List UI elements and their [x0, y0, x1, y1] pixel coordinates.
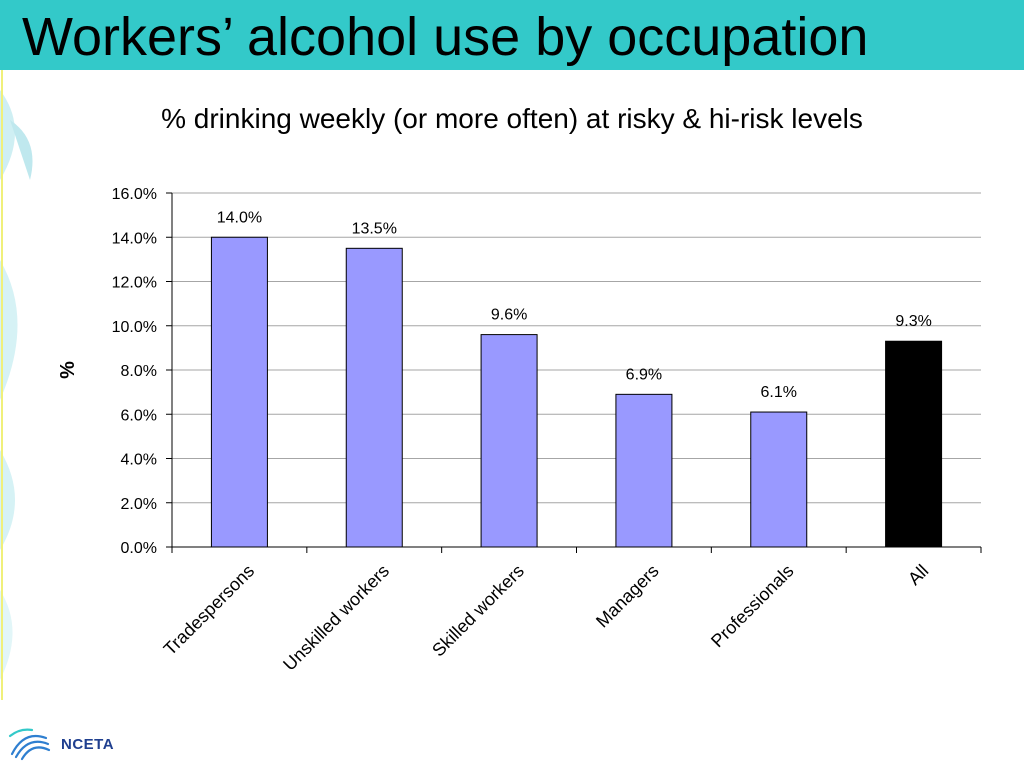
bar	[210, 236, 268, 548]
bar	[615, 393, 673, 548]
bar	[885, 340, 943, 548]
chart-title: % drinking weekly (or more often) at ris…	[161, 103, 863, 134]
bars	[210, 236, 943, 548]
data-label: 6.1%	[761, 384, 797, 401]
y-tick-label: 4.0%	[121, 452, 157, 469]
gridlines	[172, 192, 981, 504]
y-tick-label: 10.0%	[112, 319, 157, 336]
y-tick-label: 8.0%	[121, 363, 157, 380]
y-tick-label: 0.0%	[121, 540, 157, 557]
y-tick-label: 2.0%	[121, 496, 157, 513]
x-tick-label: Managers	[592, 561, 663, 632]
logo-text: NCETA	[61, 736, 115, 753]
bar	[480, 334, 538, 548]
x-tick-label: Tradespersons	[160, 561, 259, 660]
data-label: 9.3%	[895, 313, 931, 330]
y-axis-title: %	[57, 361, 79, 379]
bar	[345, 247, 403, 548]
y-tick-label: 12.0%	[112, 275, 157, 292]
wave-decoration-shape	[0, 590, 13, 680]
wave-decoration-shape	[0, 90, 15, 180]
x-tick-label: All	[904, 561, 932, 589]
slide-title: Workers’ alcohol use by occupation	[22, 7, 869, 67]
axes	[166, 192, 982, 553]
x-tick-label: Unskilled workers	[279, 561, 393, 675]
y-tick-label: 6.0%	[121, 407, 157, 424]
data-label: 6.9%	[626, 366, 662, 383]
title-bar	[0, 0, 1024, 70]
wave-decoration-shape	[0, 450, 15, 550]
left-decoration	[0, 70, 33, 700]
data-label: 9.6%	[491, 307, 527, 324]
x-tick-label: Professionals	[707, 561, 798, 652]
y-tick-label: 16.0%	[112, 186, 157, 203]
y-tick-label: 14.0%	[112, 230, 157, 247]
wave-decoration-shape	[0, 260, 18, 400]
bar	[750, 411, 808, 548]
data-label: 13.5%	[352, 220, 397, 237]
data-label: 14.0%	[217, 209, 262, 226]
nceta-logo-icon	[8, 728, 51, 761]
x-tick-label: Skilled workers	[428, 561, 528, 661]
wave-decoration-shape	[10, 120, 33, 180]
